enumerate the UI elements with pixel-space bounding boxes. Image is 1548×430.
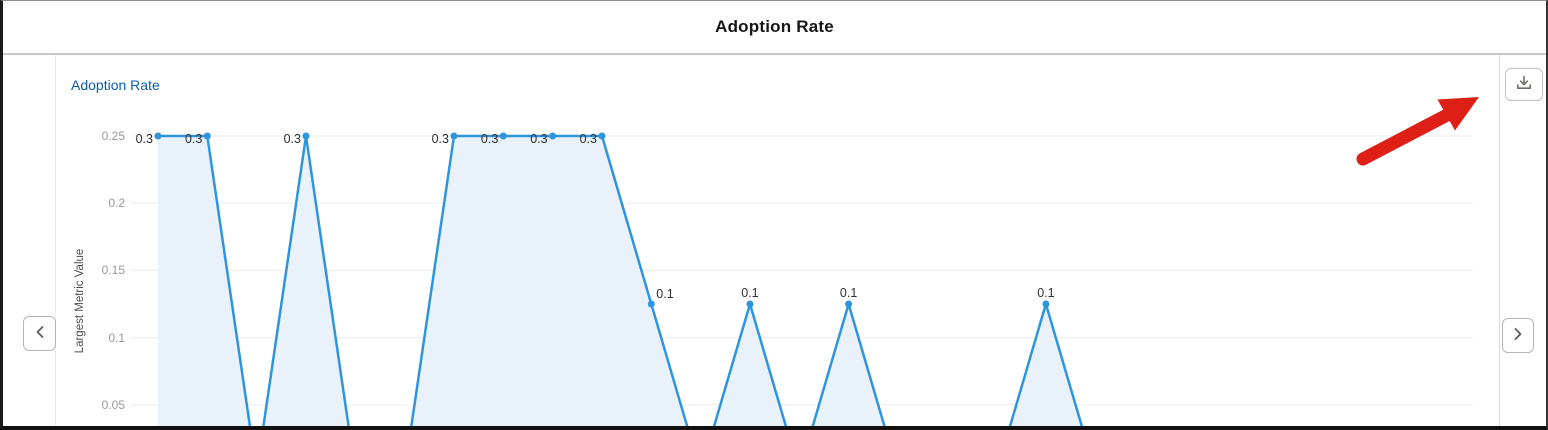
y-axis-tick-label: 0.15 — [101, 263, 125, 278]
svg-text:0.3: 0.3 — [136, 132, 153, 146]
y-axis-tick-label: 0.1 — [108, 330, 125, 345]
carousel-previous-button[interactable] — [23, 316, 56, 351]
svg-text:0.3: 0.3 — [284, 132, 301, 146]
download-button[interactable] — [1505, 68, 1543, 101]
svg-text:0.3: 0.3 — [432, 132, 449, 146]
page-title: Adoption Rate — [715, 17, 834, 36]
svg-text:0.3: 0.3 — [530, 132, 547, 146]
y-axis-tick-label: 0.25 — [101, 129, 125, 143]
chart-card-right-border — [1499, 55, 1500, 426]
svg-text:0.3: 0.3 — [580, 132, 597, 146]
gridlines — [131, 135, 1473, 406]
svg-text:0.1: 0.1 — [656, 287, 673, 301]
svg-text:0.3: 0.3 — [185, 132, 202, 146]
adoption-rate-chart: 0.3 0.3 0.3 0.3 0.3 0.3 0.3 0.1 0.1 0.1 0.1 — [131, 97, 1479, 426]
header-divider — [3, 53, 1546, 55]
annotation-arrow — [1356, 97, 1479, 166]
chevron-left-icon — [34, 325, 46, 342]
series-line — [156, 134, 1084, 426]
chart-card-left-border — [55, 55, 56, 426]
data-point-labels: 0.3 0.3 0.3 0.3 0.3 0.3 0.3 0.1 0.1 0.1 0.1 — [136, 132, 1055, 301]
chart-title-link[interactable]: Adoption Rate — [71, 77, 160, 93]
area-fill — [158, 136, 1082, 426]
svg-text:0.1: 0.1 — [1037, 286, 1054, 300]
widget-header: Adoption Rate — [3, 1, 1546, 53]
svg-text:0.1: 0.1 — [840, 286, 857, 300]
svg-text:0.3: 0.3 — [481, 132, 498, 146]
download-icon — [1515, 75, 1533, 94]
chevron-right-icon — [1512, 327, 1524, 344]
y-axis-tick-labels: 0.05 0.1 0.15 0.2 0.25 — [61, 1, 125, 426]
y-axis-tick-label: 0.2 — [108, 196, 125, 211]
y-axis-tick-label: 0.05 — [101, 397, 125, 412]
data-point-markers — [154, 132, 1050, 308]
carousel-next-button[interactable] — [1502, 318, 1534, 353]
svg-text:0.1: 0.1 — [741, 286, 758, 300]
